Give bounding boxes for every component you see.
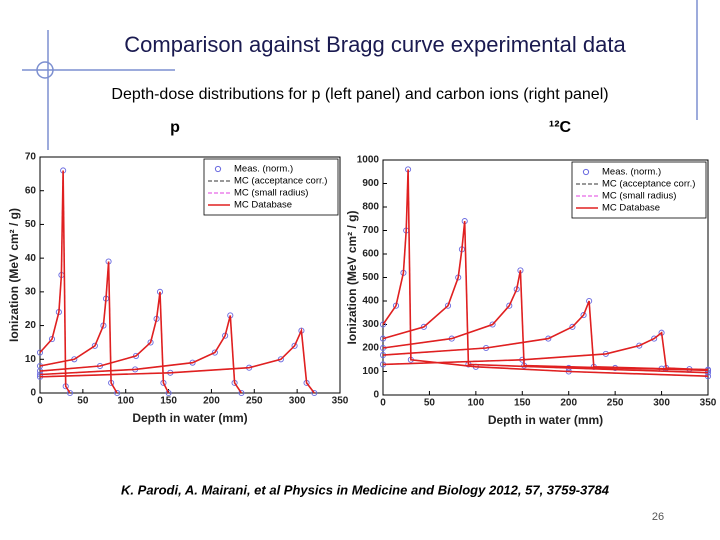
data-point [569,323,576,330]
data-point [580,312,587,319]
slide-subtitle: Depth-dose distributions for p (left pan… [111,86,608,103]
legend-label: Meas. (norm.) [234,164,293,175]
y-tick-label: 800 [362,202,379,213]
y-tick-label: 700 [362,225,379,236]
legend-label: MC Database [602,203,660,214]
data-point [651,335,658,342]
panel-title: p [170,119,180,136]
legend-label: MC (acceptance corr.) [602,179,695,190]
decor-circle [36,61,54,79]
x-tick-label: 0 [380,398,386,409]
y-axis-label: Ionization (MeV cm² / g) [7,208,21,342]
x-tick-label: 150 [514,398,531,409]
x-tick-label: 100 [468,398,485,409]
citation: K. Parodi, A. Mairani, et al Physics in … [121,482,610,497]
legend-label: MC (acceptance corr.) [234,176,327,187]
y-tick-label: 70 [25,152,37,163]
x-tick-label: 300 [289,396,306,407]
legend-label: MC (small radius) [234,188,308,199]
y-axis-label: Ionization (MeV cm² / g) [345,210,359,344]
y-tick-label: 500 [362,272,379,283]
x-tick-label: 100 [117,396,134,407]
y-tick-label: 1000 [357,155,380,166]
x-tick-label: 50 [77,396,89,407]
x-axis-label: Depth in water (mm) [132,411,247,425]
x-tick-label: 350 [332,396,349,407]
legend-label: MC (small radius) [602,191,676,202]
data-point [238,389,245,397]
series-line [39,170,315,394]
x-tick-label: 250 [607,398,624,409]
data-point [379,321,387,328]
data-point [36,349,44,356]
data-point [91,342,98,349]
x-tick-label: 50 [424,398,436,409]
x-tick-label: 350 [700,398,717,409]
x-tick-label: 300 [653,398,670,409]
y-tick-label: 60 [25,185,37,196]
legend-label: Meas. (norm.) [602,167,661,178]
y-tick-label: 20 [25,320,37,331]
data-point [444,302,452,309]
x-tick-label: 200 [560,398,577,409]
y-tick-label: 600 [362,249,379,260]
y-tick-label: 50 [25,219,37,230]
data-point [165,389,172,397]
slide-title: Comparison against Bragg curve experimen… [124,32,626,57]
data-point [114,389,121,397]
legend-marker [214,165,222,173]
y-tick-label: 100 [362,366,379,377]
x-tick-label: 200 [203,396,220,407]
data-point [489,321,496,328]
panel-title: ¹²C [549,119,572,136]
y-tick-label: 300 [362,319,379,330]
y-tick-label: 0 [373,390,379,401]
x-tick-label: 150 [160,396,177,407]
y-tick-label: 0 [30,388,36,399]
data-point [66,389,74,397]
data-point [311,389,318,397]
x-tick-label: 0 [37,396,43,407]
legend-marker [582,168,590,176]
y-tick-label: 400 [362,296,379,307]
y-tick-label: 40 [25,253,37,264]
data-point [506,302,513,309]
legend-label: MC Database [234,200,292,211]
series-line [382,169,709,377]
x-tick-label: 250 [246,396,263,407]
page-number: 26 [652,511,664,523]
y-tick-label: 200 [362,343,379,354]
data-point [291,342,298,349]
x-axis-label: Depth in water (mm) [488,413,603,427]
data-point [211,349,218,356]
y-tick-label: 30 [25,286,37,297]
y-tick-label: 10 [25,354,37,365]
y-tick-label: 900 [362,178,379,189]
